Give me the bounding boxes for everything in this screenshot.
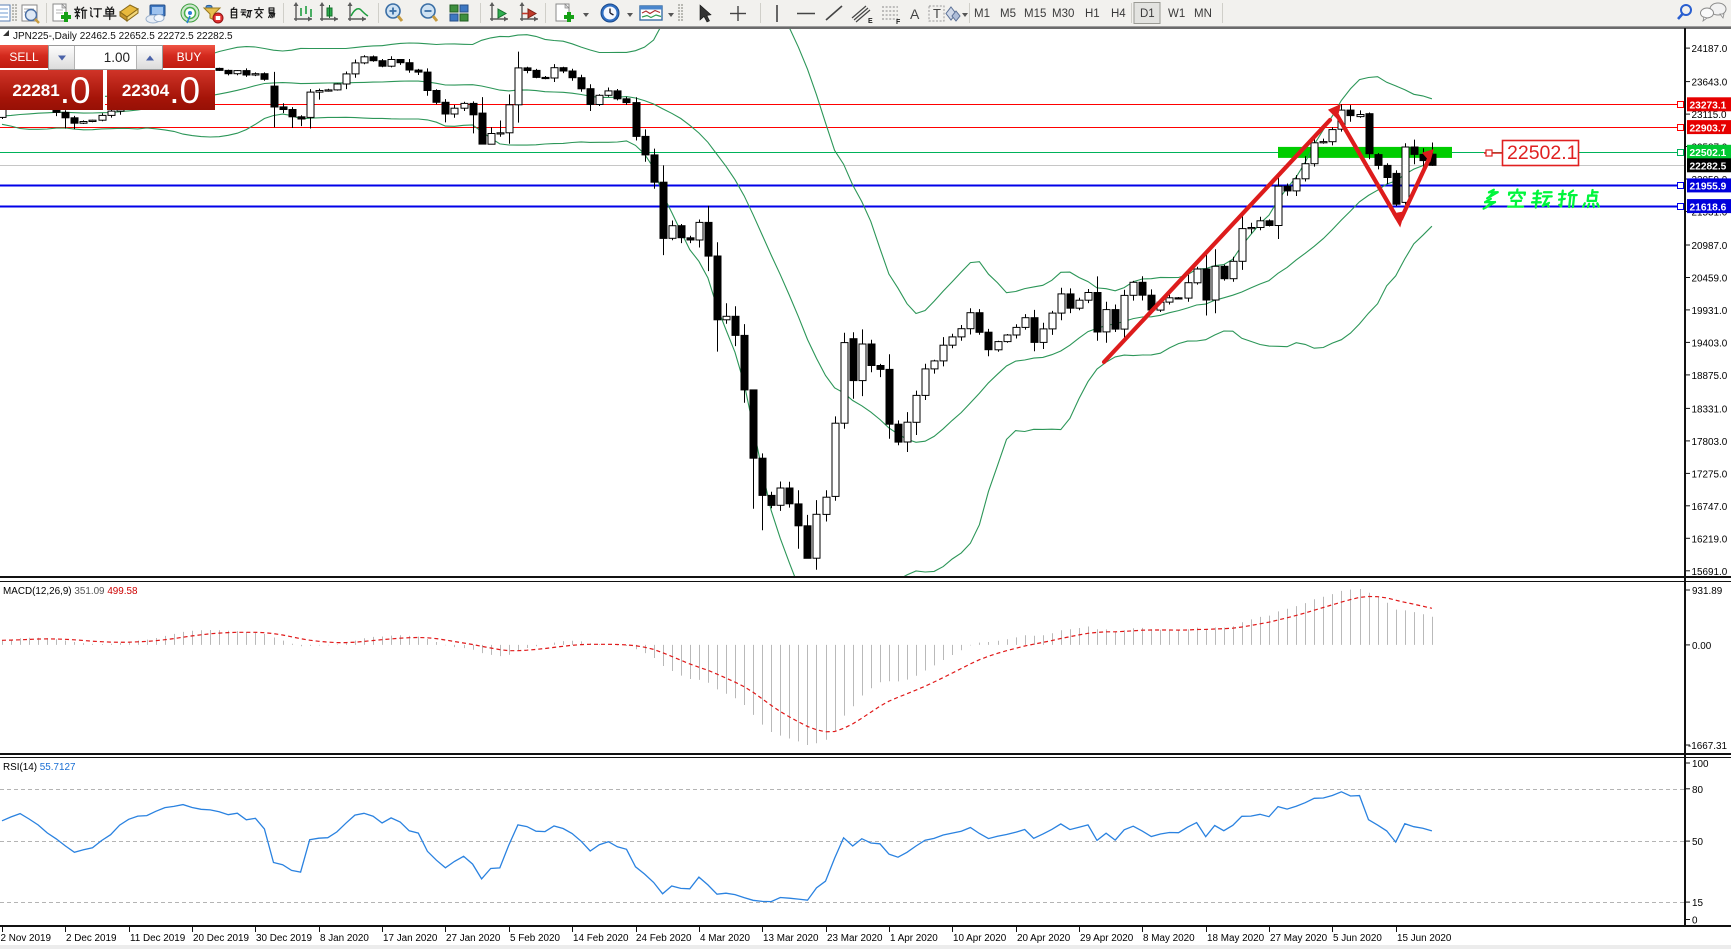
svg-text:M1: M1 xyxy=(974,8,990,20)
svg-text:29 Apr 2020: 29 Apr 2020 xyxy=(1080,933,1134,944)
svg-text:21955.9: 21955.9 xyxy=(1690,182,1727,193)
svg-text:JPN225-,Daily 22462.5 22652.5: JPN225-,Daily 22462.5 22652.5 22272.5 22… xyxy=(13,31,233,42)
svg-text:RSI(14) 55.7127: RSI(14) 55.7127 xyxy=(3,762,75,773)
svg-text:27 May 2020: 27 May 2020 xyxy=(1270,933,1328,944)
svg-text:18331.0: 18331.0 xyxy=(1692,404,1728,415)
svg-text:14 Feb 2020: 14 Feb 2020 xyxy=(573,933,629,944)
svg-text:2 Dec 2019: 2 Dec 2019 xyxy=(66,933,117,944)
svg-text:20987.0: 20987.0 xyxy=(1692,241,1728,252)
svg-text:22 Nov 2019: 22 Nov 2019 xyxy=(0,933,52,944)
svg-text:-1667.31: -1667.31 xyxy=(1688,741,1727,752)
svg-text:20 Apr 2020: 20 Apr 2020 xyxy=(1017,933,1071,944)
svg-text:100: 100 xyxy=(1692,759,1709,770)
svg-text:18875.0: 18875.0 xyxy=(1692,371,1728,382)
svg-text:24187.0: 24187.0 xyxy=(1692,44,1728,55)
svg-text:5 Jun 2020: 5 Jun 2020 xyxy=(1333,933,1382,944)
svg-text:17 Jan 2020: 17 Jan 2020 xyxy=(383,933,438,944)
svg-text:23643.0: 23643.0 xyxy=(1692,78,1728,89)
svg-text:0.00: 0.00 xyxy=(1692,641,1712,652)
svg-text:11 Dec 2019: 11 Dec 2019 xyxy=(130,933,186,944)
svg-text:22903.7: 22903.7 xyxy=(1690,123,1727,134)
svg-text:23115.0: 23115.0 xyxy=(1692,110,1727,121)
svg-text:24 Feb 2020: 24 Feb 2020 xyxy=(636,933,692,944)
svg-text:16219.0: 16219.0 xyxy=(1692,534,1728,545)
svg-text:10 Apr 2020: 10 Apr 2020 xyxy=(953,933,1007,944)
svg-text:15: 15 xyxy=(1692,898,1703,909)
svg-text:931.89: 931.89 xyxy=(1692,586,1723,597)
svg-text:M30: M30 xyxy=(1052,8,1074,20)
svg-text:D1: D1 xyxy=(1140,8,1155,20)
svg-text:27 Jan 2020: 27 Jan 2020 xyxy=(446,933,501,944)
svg-text:23 Mar 2020: 23 Mar 2020 xyxy=(827,933,883,944)
svg-text:50: 50 xyxy=(1692,837,1703,848)
svg-text:17803.0: 17803.0 xyxy=(1692,437,1728,448)
svg-text:20459.0: 20459.0 xyxy=(1692,274,1728,285)
svg-text:17275.0: 17275.0 xyxy=(1692,469,1728,480)
svg-text:H4: H4 xyxy=(1111,8,1126,20)
svg-text:M5: M5 xyxy=(1000,8,1016,20)
svg-text:E: E xyxy=(868,18,873,25)
svg-text:21618.6: 21618.6 xyxy=(1690,202,1727,213)
svg-text:13 Mar 2020: 13 Mar 2020 xyxy=(763,933,819,944)
svg-text:20 Dec 2019: 20 Dec 2019 xyxy=(193,933,250,944)
svg-text:5 Feb 2020: 5 Feb 2020 xyxy=(510,933,560,944)
svg-text:22502.1: 22502.1 xyxy=(1690,148,1727,159)
svg-text:23273.1: 23273.1 xyxy=(1690,101,1727,112)
svg-text:19403.0: 19403.0 xyxy=(1692,338,1728,349)
svg-text:4 Mar 2020: 4 Mar 2020 xyxy=(700,933,750,944)
svg-text:8 May 2020: 8 May 2020 xyxy=(1143,933,1195,944)
svg-text:15 Jun 2020: 15 Jun 2020 xyxy=(1397,933,1452,944)
svg-text:22282.5: 22282.5 xyxy=(1690,162,1727,173)
svg-text:8 Jan 2020: 8 Jan 2020 xyxy=(320,933,369,944)
svg-text:30 Dec 2019: 30 Dec 2019 xyxy=(256,933,313,944)
svg-text:A: A xyxy=(910,6,920,22)
svg-text:W1: W1 xyxy=(1168,8,1185,20)
svg-text:16747.0: 16747.0 xyxy=(1692,502,1728,513)
svg-text:22502.1: 22502.1 xyxy=(1507,142,1578,164)
svg-text:T: T xyxy=(933,6,941,21)
svg-text:19931.0: 19931.0 xyxy=(1692,306,1728,317)
svg-text:1 Apr 2020: 1 Apr 2020 xyxy=(890,933,938,944)
svg-text:18 May 2020: 18 May 2020 xyxy=(1207,933,1265,944)
svg-text:M15: M15 xyxy=(1024,8,1046,20)
svg-text:F: F xyxy=(896,19,901,26)
svg-text:MACD(12,26,9) 351.09 499.58: MACD(12,26,9) 351.09 499.58 xyxy=(3,586,138,597)
svg-text:MN: MN xyxy=(1194,8,1212,20)
svg-text:15691.0: 15691.0 xyxy=(1692,567,1728,578)
svg-text:H1: H1 xyxy=(1085,8,1100,20)
svg-text:80: 80 xyxy=(1692,785,1703,796)
svg-text:0: 0 xyxy=(1692,916,1698,927)
